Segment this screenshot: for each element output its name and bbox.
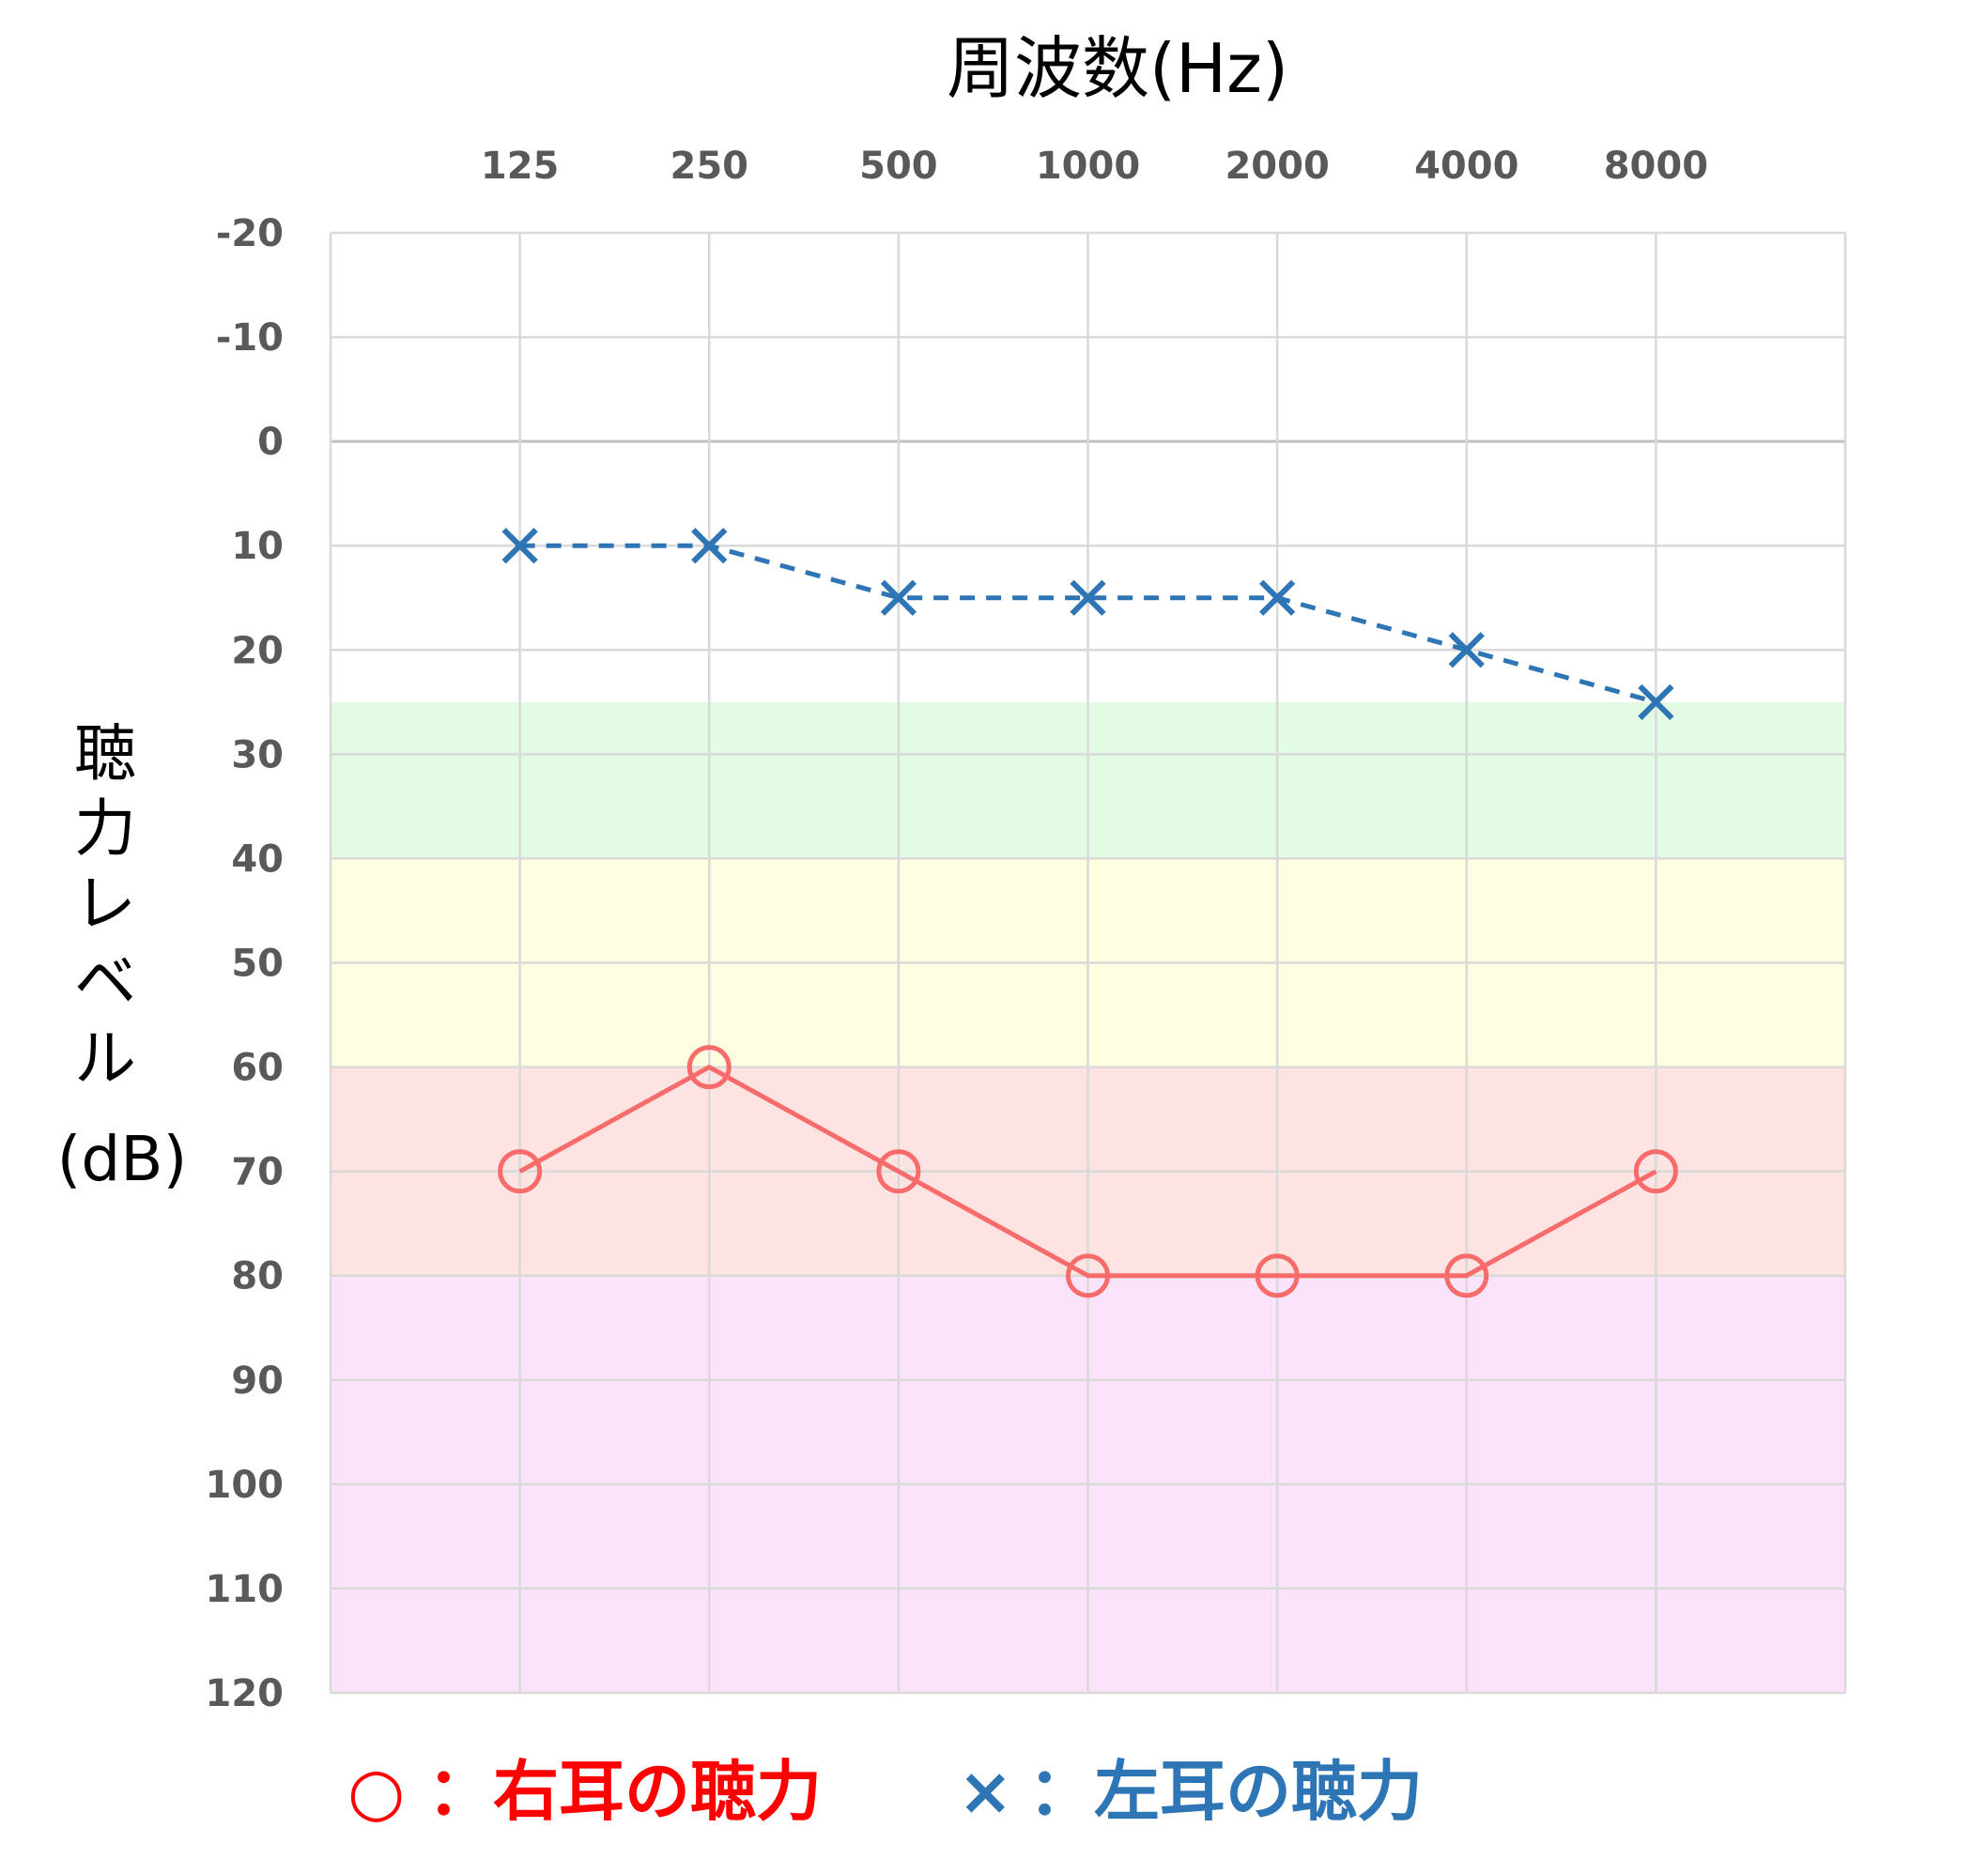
y-tick-label: 110 [206, 1568, 285, 1611]
data-point-right-ear [1255, 1253, 1300, 1298]
x-tick-labels: 125 250 500 1000 2000 4000 8000 [481, 145, 1708, 188]
data-point-right-ear [686, 1045, 732, 1090]
series-line-right-ear [518, 1065, 1657, 1279]
y-tick-label: 100 [206, 1464, 285, 1507]
data-point-left-ear [1448, 632, 1485, 668]
y-tick-label: 0 [257, 421, 284, 464]
x-mark-stroke [1448, 632, 1485, 668]
legend-left-ear-symbol: × [958, 1753, 1013, 1830]
x-tick-label: 500 [859, 145, 938, 188]
y-tick-label: 40 [231, 837, 284, 881]
y-tick-label: 90 [231, 1359, 284, 1403]
x-mark-stroke [1259, 579, 1296, 616]
y-axis-title-line: ベ [74, 945, 136, 1018]
x-mark-stroke [1070, 579, 1106, 616]
legend-right-ear-symbol: ○ [347, 1753, 405, 1830]
data-point-left-ear [1070, 579, 1106, 616]
x-tick-label: 4000 [1414, 145, 1518, 188]
x-mark-stroke [880, 579, 917, 616]
data-point-left-ear [691, 528, 728, 564]
data-point-right-ear [1633, 1149, 1678, 1194]
x-tick-label: 250 [670, 145, 749, 188]
x-tick-label: 1000 [1036, 145, 1140, 188]
x-mark-stroke [1638, 684, 1674, 720]
data-point-left-ear [1638, 684, 1674, 720]
x-tick-label: 8000 [1604, 145, 1708, 188]
y-tick-label: 10 [231, 525, 284, 568]
grid [329, 231, 1847, 1695]
y-tick-label: 50 [231, 943, 284, 986]
data-point-left-ear [880, 579, 917, 616]
x-mark-stroke [691, 528, 728, 564]
series [498, 528, 1678, 1298]
y-tick-label: 120 [206, 1672, 285, 1715]
y-tick-label: 30 [231, 733, 284, 776]
x-tick-label: 2000 [1225, 145, 1329, 188]
y-tick-label: 70 [231, 1151, 284, 1194]
y-tick-label: 20 [231, 629, 284, 672]
y-axis-title: 聴 力 レ ベ ル (dB) [57, 717, 188, 1195]
x-tick-label: 125 [481, 145, 560, 188]
data-point-right-ear [876, 1149, 921, 1194]
data-point-left-ear [501, 528, 538, 564]
x-axis-title: 周波数(Hz) [947, 29, 1288, 108]
y-axis-title-line: ル [74, 1022, 136, 1095]
legend: ○ ：右耳の聴力 × ：左耳の聴力 [347, 1753, 1423, 1830]
y-tick-label: -20 [216, 212, 284, 255]
x-mark-stroke [501, 528, 538, 564]
data-point-left-ear [1259, 579, 1296, 616]
y-axis-title-line: レ [74, 868, 136, 940]
y-tick-label: -10 [216, 316, 284, 360]
y-tick-label: 60 [231, 1047, 284, 1090]
data-point-right-ear [1444, 1253, 1489, 1298]
y-tick-labels: -20 -10 0 10 20 30 40 50 60 70 80 90 100 110 120 [206, 212, 285, 1715]
legend-right-ear-label: ：右耳の聴力 [427, 1753, 822, 1830]
y-tick-label: 80 [231, 1255, 284, 1298]
y-axis-title-line: (dB) [57, 1123, 188, 1195]
y-axis-title-line: 力 [74, 792, 136, 865]
y-axis-title-line: 聴 [74, 717, 136, 790]
legend-left-ear-label: ：左耳の聴力 [1028, 1753, 1423, 1830]
data-point-right-ear [498, 1149, 543, 1194]
data-point-right-ear [1066, 1253, 1110, 1298]
